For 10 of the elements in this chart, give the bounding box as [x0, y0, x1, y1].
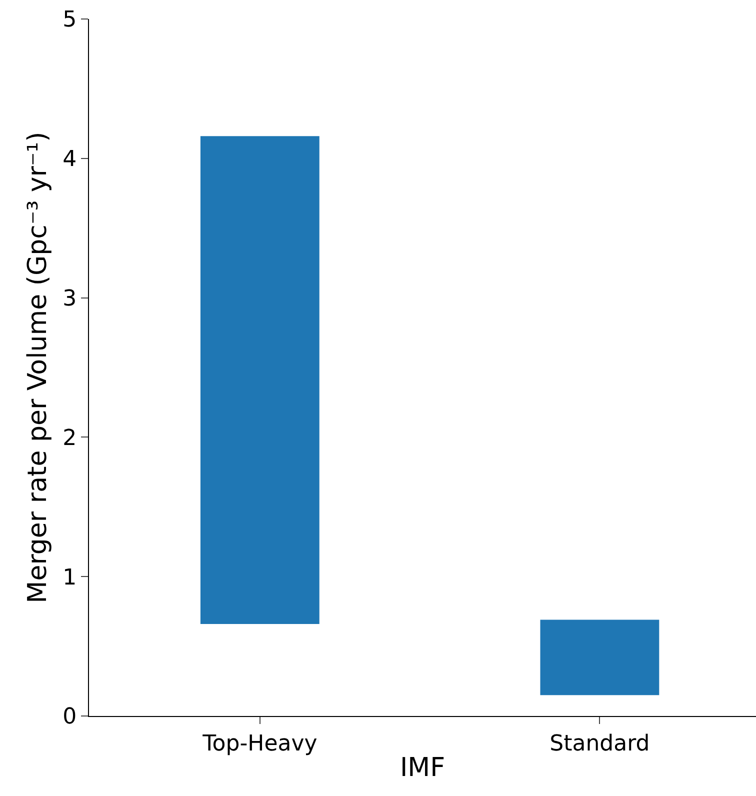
x-axis-title: IMF: [400, 753, 446, 784]
y-tick-label: 3: [62, 286, 77, 312]
x-tick-label: Top-Heavy: [202, 731, 318, 756]
y-tick-label: 2: [62, 426, 77, 451]
y-axis-title: Merger rate per Volume (Gpc⁻³ yr⁻¹): [23, 132, 53, 604]
y-tick-label: 4: [62, 147, 77, 172]
y-tick-label: 0: [62, 704, 77, 730]
y-tick-label: 1: [62, 565, 77, 590]
x-tick-label: Standard: [550, 731, 650, 756]
y-tick-label: 5: [62, 8, 77, 33]
